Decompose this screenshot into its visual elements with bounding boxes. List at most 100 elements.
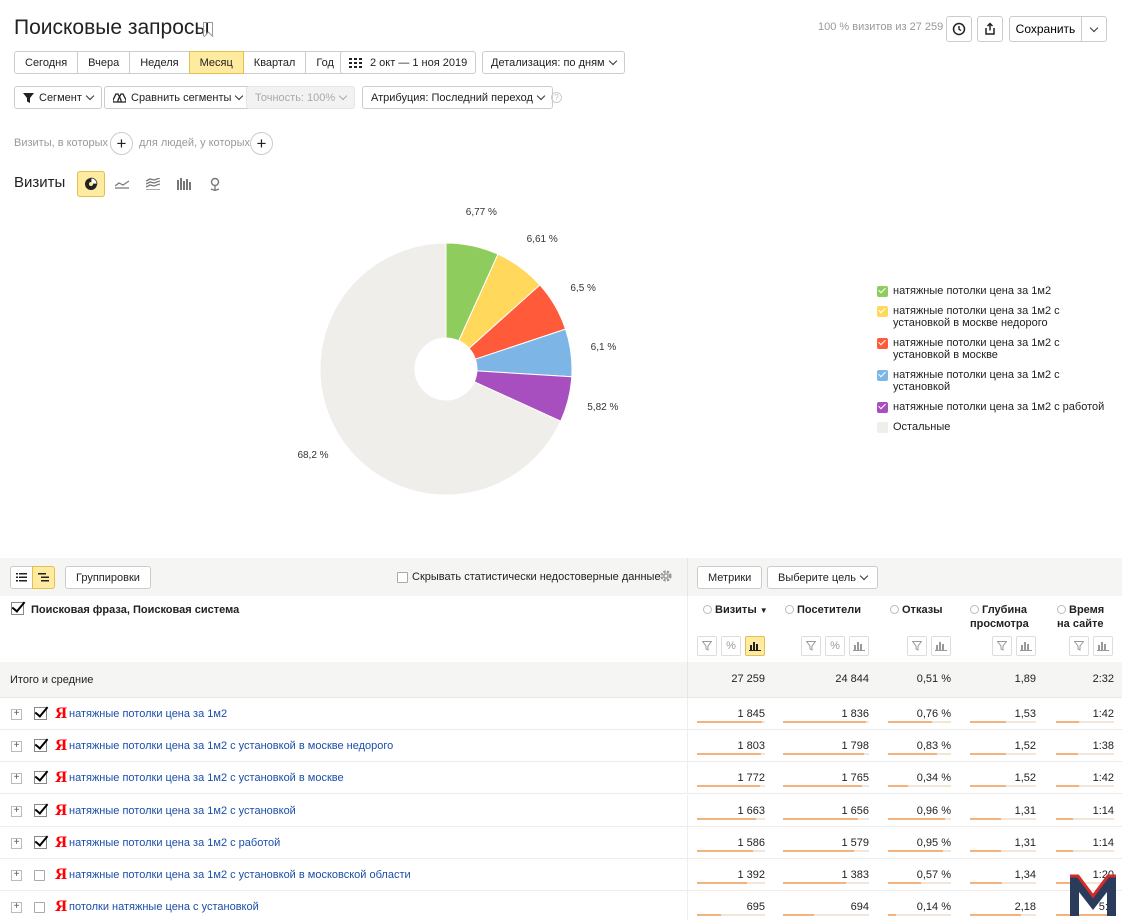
legend-checkbox[interactable]: [877, 338, 888, 349]
date-range-button[interactable]: 2 окт — 1 ноя 2019: [340, 51, 477, 74]
period-quarter[interactable]: Квартал: [242, 51, 307, 74]
row-checkbox[interactable]: [34, 707, 47, 720]
row-checkbox[interactable]: [34, 870, 45, 881]
save-dropdown-button[interactable]: [1082, 17, 1106, 41]
gear-icon[interactable]: [659, 569, 673, 583]
metrics-button[interactable]: Метрики: [697, 566, 763, 589]
percent-column-button[interactable]: %: [721, 636, 741, 656]
save-button-label[interactable]: Сохранить: [1010, 17, 1082, 41]
expand-row-button[interactable]: +: [11, 837, 22, 849]
segment-button[interactable]: Сегмент: [14, 86, 102, 109]
period-week[interactable]: Неделя: [129, 51, 190, 74]
filter-column-button[interactable]: [1069, 636, 1089, 656]
bar-fill: [783, 753, 864, 756]
pie-chart-button[interactable]: [77, 171, 105, 197]
period-year[interactable]: Год: [305, 51, 345, 74]
period-today[interactable]: Сегодня: [14, 51, 79, 74]
history-button[interactable]: [946, 16, 972, 42]
filter-column-button[interactable]: [801, 636, 821, 656]
search-phrase-link[interactable]: потолки натяжные цена с установкой: [69, 901, 259, 914]
hide-unreliable-toggle[interactable]: Скрывать статистически недостоверные дан…: [397, 571, 661, 583]
attribution-dropdown[interactable]: Атрибуция: Последний переход: [362, 86, 553, 109]
list-view-button[interactable]: [10, 566, 33, 589]
bars-column-button[interactable]: [931, 636, 951, 656]
search-phrase-link[interactable]: натяжные потолки цена за 1м2 с установко…: [69, 869, 411, 881]
row-checkbox[interactable]: [34, 835, 47, 849]
legend-item[interactable]: натяжные потолки цена за 1м2 с установко…: [877, 305, 1107, 329]
row-checkbox[interactable]: [34, 739, 47, 753]
tree-view-button[interactable]: [32, 566, 55, 589]
search-phrase-link[interactable]: натяжные потолки цена за 1м2 с установко…: [69, 740, 394, 753]
info-icon[interactable]: [703, 605, 712, 614]
pie-slice[interactable]: [319, 242, 562, 496]
row-checkbox[interactable]: [34, 902, 45, 914]
map-chart-button[interactable]: [201, 171, 229, 197]
area-chart-button[interactable]: [139, 171, 167, 197]
select-all-checkbox[interactable]: [11, 602, 24, 615]
bar-chart-button[interactable]: [170, 171, 198, 197]
depth-column-header[interactable]: Глубина просмотра: [970, 603, 1040, 631]
expand-row-button[interactable]: +: [11, 709, 22, 720]
save-button[interactable]: Сохранить: [1009, 16, 1107, 42]
bookmark-icon[interactable]: [203, 22, 213, 36]
row-checkbox[interactable]: [34, 771, 47, 785]
search-phrase-link[interactable]: натяжные потолки цена за 1м2 с работой: [69, 836, 281, 849]
groupings-button[interactable]: Группировки: [65, 566, 151, 589]
filter-column-button[interactable]: [697, 636, 717, 656]
legend-item[interactable]: натяжные потолки цена за 1м2 с установко…: [877, 369, 1107, 393]
filter-column-button[interactable]: [907, 636, 927, 656]
visitors-column-header[interactable]: Посетители: [785, 603, 861, 617]
search-phrase-link[interactable]: натяжные потолки цена за 1м2: [69, 708, 228, 720]
legend-item[interactable]: натяжные потолки цена за 1м2 с работой: [877, 401, 1107, 413]
bars-column-button[interactable]: [745, 636, 765, 656]
accuracy-dropdown[interactable]: Точность: 100%: [246, 86, 356, 109]
period-month[interactable]: Месяц: [188, 51, 244, 74]
legend-checkbox[interactable]: [877, 370, 888, 381]
bars-column-button[interactable]: [1093, 636, 1113, 656]
expand-row-button[interactable]: +: [11, 870, 22, 881]
legend-item[interactable]: натяжные потолки цена за 1м2: [877, 285, 1107, 297]
info-icon[interactable]: [890, 605, 899, 614]
visits-column-header[interactable]: Визиты ▼: [703, 603, 768, 618]
percent-column-button[interactable]: %: [825, 636, 845, 656]
goal-dropdown[interactable]: Выберите цель: [767, 566, 878, 589]
expand-row-button[interactable]: +: [11, 902, 22, 914]
legend-item[interactable]: Остальные: [877, 421, 1107, 433]
time-column-header[interactable]: Время на сайте: [1057, 603, 1112, 631]
export-button[interactable]: [977, 16, 1003, 42]
help-icon[interactable]: ?: [551, 92, 562, 103]
add-people-condition-button[interactable]: +: [250, 132, 273, 155]
line-chart-button[interactable]: [108, 171, 136, 197]
legend-checkbox[interactable]: [877, 306, 888, 317]
info-icon[interactable]: [970, 605, 979, 614]
hide-unreliable-checkbox[interactable]: [397, 571, 408, 583]
bounces-column-header[interactable]: Отказы: [890, 603, 943, 617]
legend-swatch[interactable]: [877, 422, 888, 433]
bars-column-button[interactable]: [1016, 636, 1036, 656]
legend-checkbox[interactable]: [877, 402, 888, 413]
filter-column-button[interactable]: [992, 636, 1012, 656]
compare-segments-button[interactable]: Сравнить сегменты: [104, 86, 252, 109]
dimension-column-header[interactable]: Поисковая фраза, Поисковая система: [31, 604, 240, 616]
expand-row-button[interactable]: +: [11, 805, 22, 817]
search-phrase-link[interactable]: натяжные потолки цена за 1м2 с установко…: [69, 804, 296, 817]
period-yesterday[interactable]: Вчера: [77, 51, 131, 74]
expand-row-button[interactable]: +: [11, 741, 22, 753]
search-phrase-link[interactable]: натяжные потолки цена за 1м2 с установко…: [69, 772, 344, 785]
info-icon[interactable]: [1057, 605, 1066, 614]
legend-item[interactable]: натяжные потолки цена за 1м2 с установко…: [877, 337, 1107, 361]
add-visit-condition-button[interactable]: +: [110, 132, 133, 155]
info-icon[interactable]: [785, 605, 794, 614]
expand-row-button[interactable]: +: [11, 773, 22, 785]
bars-column-button[interactable]: [849, 636, 869, 656]
legend-checkbox[interactable]: [877, 286, 888, 297]
row-checkbox[interactable]: [34, 803, 47, 817]
detail-dropdown[interactable]: Детализация: по дням: [482, 51, 625, 74]
